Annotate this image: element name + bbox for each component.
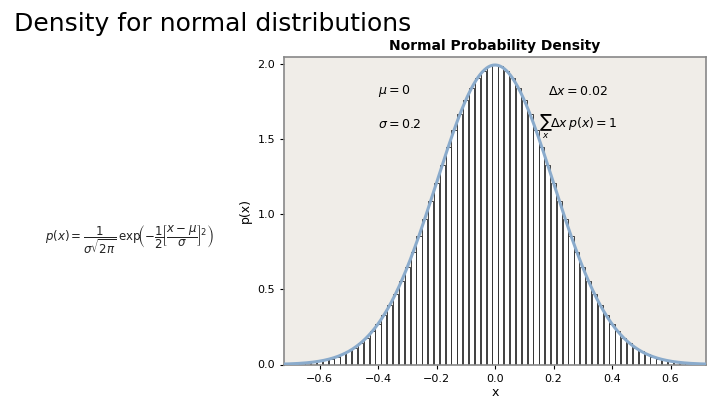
Bar — [305, 363, 310, 364]
Bar — [311, 362, 316, 364]
Bar — [668, 361, 673, 364]
Bar — [481, 71, 486, 365]
Bar — [369, 331, 374, 364]
Bar — [382, 315, 387, 364]
Bar — [557, 201, 562, 364]
Bar — [504, 71, 509, 365]
Bar — [346, 352, 351, 365]
Bar — [644, 354, 649, 364]
Text: $\mu = 0$: $\mu = 0$ — [378, 83, 410, 99]
Bar — [399, 281, 404, 364]
Bar — [410, 252, 415, 364]
Bar — [341, 354, 346, 364]
Text: Density for normal distributions: Density for normal distributions — [14, 12, 412, 36]
Bar — [469, 88, 474, 364]
Bar — [446, 147, 451, 364]
Bar — [539, 147, 544, 364]
Bar — [627, 343, 632, 364]
Bar — [522, 100, 527, 364]
Bar — [492, 65, 498, 364]
Bar — [387, 305, 392, 364]
Text: $\sum_x \Delta x\, p(x) = 1$: $\sum_x \Delta x\, p(x) = 1$ — [539, 113, 618, 141]
Y-axis label: p(x): p(x) — [239, 198, 252, 223]
Bar — [616, 331, 621, 364]
Bar — [323, 360, 328, 364]
Bar — [463, 100, 468, 364]
Text: $\sigma = 0.2$: $\sigma = 0.2$ — [378, 118, 421, 131]
Bar — [405, 267, 410, 364]
Bar — [662, 360, 667, 364]
Bar — [510, 78, 515, 365]
Bar — [364, 338, 369, 364]
Bar — [633, 347, 638, 364]
Bar — [603, 315, 608, 364]
Bar — [545, 165, 550, 364]
Bar — [498, 66, 503, 364]
Bar — [393, 294, 398, 364]
Bar — [475, 78, 480, 365]
Title: Normal Probability Density: Normal Probability Density — [390, 39, 600, 53]
Bar — [422, 219, 428, 364]
Bar — [680, 363, 685, 364]
Bar — [428, 201, 433, 364]
Bar — [375, 324, 381, 364]
Bar — [358, 343, 363, 364]
Text: $\Delta x = 0.02$: $\Delta x = 0.02$ — [548, 85, 608, 98]
Bar — [457, 114, 462, 365]
Bar — [592, 294, 597, 364]
Bar — [569, 236, 574, 364]
Bar — [685, 363, 690, 364]
Bar — [328, 358, 334, 364]
Bar — [639, 352, 644, 365]
Bar — [650, 357, 655, 364]
Bar — [440, 165, 445, 364]
Bar — [586, 281, 591, 364]
X-axis label: x: x — [491, 386, 499, 399]
Bar — [416, 236, 421, 364]
Bar — [598, 305, 603, 364]
Bar — [300, 363, 305, 364]
Bar — [580, 267, 585, 364]
Bar — [562, 219, 568, 364]
Bar — [487, 66, 492, 364]
Bar — [609, 324, 615, 364]
Bar — [528, 114, 533, 365]
Bar — [575, 252, 580, 364]
Bar — [551, 183, 556, 364]
Bar — [674, 362, 679, 364]
Text: $p(x) = \dfrac{1}{\sigma\sqrt{2\pi}}\,\mathrm{exp}\!\left(-\dfrac{1}{2}\!\left[\: $p(x) = \dfrac{1}{\sigma\sqrt{2\pi}}\,\m… — [45, 223, 214, 256]
Bar — [516, 88, 521, 364]
Bar — [352, 347, 357, 364]
Bar — [451, 130, 456, 364]
Bar — [656, 358, 662, 364]
Bar — [534, 130, 539, 364]
Bar — [434, 183, 439, 364]
Bar — [621, 338, 626, 364]
Bar — [335, 357, 340, 364]
Bar — [317, 361, 322, 364]
